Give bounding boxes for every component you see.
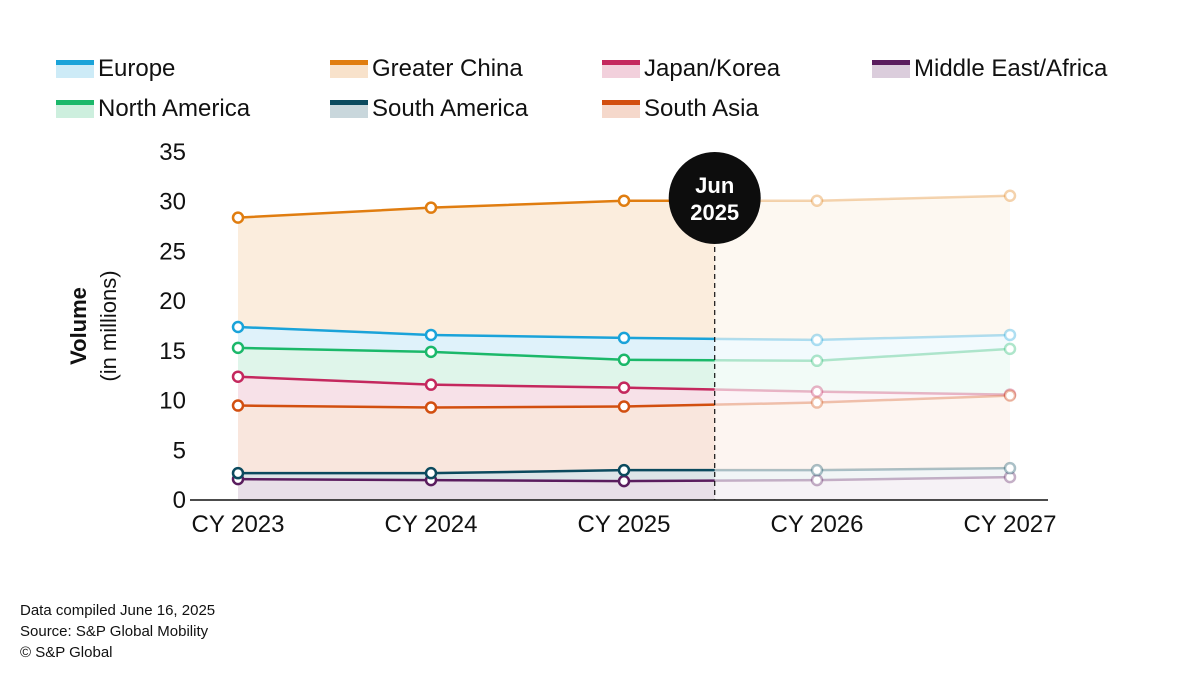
legend-swatch <box>56 100 94 118</box>
footer-compiled-date: Data compiled June 16, 2025 <box>20 602 216 619</box>
marker-label-month: Jun <box>695 173 734 198</box>
data-point-greater-china <box>810 194 824 207</box>
marker-badge <box>668 152 761 244</box>
data-point-south-asia <box>810 396 824 409</box>
data-point-north-america <box>810 354 824 368</box>
series-line-middle-east-africa <box>237 477 715 483</box>
series-lines <box>237 194 1011 483</box>
legend-swatch <box>872 60 910 78</box>
legend-label: South America <box>372 95 529 122</box>
footer: Data compiled June 16, 2025 Source: S&P … <box>20 600 215 663</box>
data-point-japan-korea <box>810 385 824 398</box>
y-axis-label: Volume <box>66 287 91 365</box>
marker-label-year: 2025 <box>690 200 739 225</box>
y-tick-label: 20 <box>159 288 186 315</box>
x-tick-label: CY 2026 <box>771 511 864 538</box>
data-point-north-america <box>231 341 245 355</box>
legend-item-south-asia: South Asia <box>602 94 759 124</box>
x-tick-label: CY 2027 <box>964 511 1057 538</box>
footer-source: Source: S&P Global Mobility <box>20 623 209 640</box>
legend-item-japan-korea: Japan/Korea <box>602 54 780 84</box>
data-point-south-america <box>810 463 824 477</box>
chart-legend: Europe Greater China Japan/Korea Middle Eas… <box>0 0 1200 140</box>
data-point-europe <box>231 320 245 334</box>
y-tick-label: 10 <box>159 388 186 415</box>
data-point-europe <box>617 331 631 345</box>
legend-swatch <box>602 100 640 118</box>
legend-item-europe: Europe <box>56 54 175 84</box>
y-tick-label: 30 <box>159 189 186 216</box>
legend-label: Europe <box>98 55 176 82</box>
data-point-south-america <box>1003 461 1017 475</box>
legend-swatch <box>330 60 368 78</box>
footer-copyright: © S&P Global <box>20 644 113 661</box>
series-points <box>231 189 1017 488</box>
legend-label: North America <box>98 95 251 122</box>
legend-swatch <box>330 100 368 118</box>
data-point-middle-east-africa <box>617 474 631 488</box>
legend-label: Middle East/Africa <box>914 55 1108 82</box>
data-point-europe <box>810 333 824 347</box>
legend-label: South Asia <box>644 95 759 122</box>
x-tick-label: CY 2025 <box>578 511 671 538</box>
data-point-south-asia <box>1003 389 1017 402</box>
series-line-south-asia <box>237 403 715 409</box>
data-point-south-asia <box>424 401 438 414</box>
y-tick-label: 0 <box>173 487 186 514</box>
legend-item-middle-east-africa: Middle East/Africa <box>872 54 1107 84</box>
legend-label: Greater China <box>372 55 523 82</box>
data-point-japan-korea <box>617 381 631 394</box>
data-point-greater-china <box>617 194 631 207</box>
data-point-europe <box>424 328 438 342</box>
data-point-japan-korea <box>231 370 245 383</box>
y-tick-label: 25 <box>159 238 186 265</box>
x-tick-label: CY 2024 <box>385 511 478 538</box>
y-tick-label: 15 <box>159 338 186 365</box>
data-point-greater-china <box>424 201 438 214</box>
legend-item-south-america: South America <box>330 94 528 124</box>
legend-item-greater-china: Greater China <box>330 54 523 84</box>
data-point-south-asia <box>617 400 631 413</box>
x-tick-label: CY 2023 <box>192 511 285 538</box>
data-point-south-america <box>231 466 245 480</box>
series-line-japan-korea <box>237 375 715 391</box>
forecast-overlay <box>714 142 1011 500</box>
data-point-north-america <box>617 353 631 367</box>
legend-swatch <box>56 60 94 78</box>
legend-label: Japan/Korea <box>644 55 781 82</box>
y-axis-sublabel: (in millions) <box>96 270 121 381</box>
data-point-japan-korea <box>424 378 438 391</box>
series-line-europe <box>237 325 715 341</box>
series-line-north-america <box>237 346 715 362</box>
legend-swatch <box>602 60 640 78</box>
data-point-greater-china <box>231 211 245 224</box>
data-point-south-america <box>617 463 631 477</box>
data-point-south-america <box>424 466 438 480</box>
data-point-middle-east-africa <box>810 473 824 487</box>
series-line-south-america <box>238 468 715 475</box>
legend-item-north-america: North America <box>56 94 250 124</box>
y-tick-label: 5 <box>173 437 186 464</box>
data-point-south-asia <box>231 399 245 412</box>
data-point-north-america <box>424 345 438 359</box>
data-point-north-america <box>1003 342 1017 356</box>
forecast-region <box>714 142 1011 500</box>
data-point-europe <box>1003 328 1017 342</box>
data-point-greater-china <box>1003 189 1017 202</box>
y-tick-label: 35 <box>159 139 186 166</box>
